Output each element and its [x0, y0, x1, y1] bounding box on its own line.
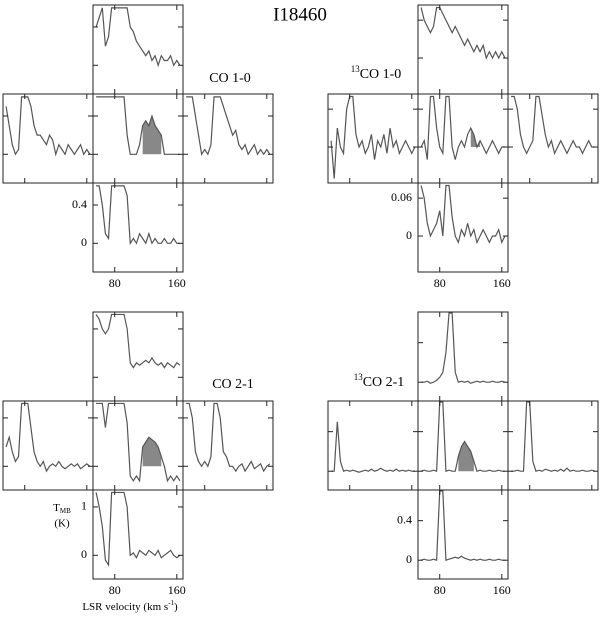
panel: [420, 6, 506, 60]
panel-frame: [92, 4, 184, 95]
y-axis-label: TMB: [53, 502, 71, 515]
panel-frame: [507, 400, 599, 491]
panel: [511, 401, 596, 472]
panel-frame: [417, 182, 509, 273]
spectrum: [420, 184, 506, 245]
spectrum: [5, 96, 91, 157]
panel-frame: [2, 400, 94, 491]
y-tick-label: 1: [81, 499, 87, 513]
panel-frame: [182, 93, 274, 184]
panel: [5, 96, 91, 157]
panel: [96, 402, 181, 483]
panel: [420, 95, 505, 160]
x-label-end: ): [174, 601, 178, 613]
x-label-superscript: -1: [168, 599, 174, 607]
y-tick-label: 0.06: [391, 190, 412, 204]
panel-frame: [327, 93, 419, 184]
spectrum: [95, 7, 181, 68]
spectrum: [5, 402, 91, 473]
spectrum: [420, 95, 505, 160]
y-tick-label: 0: [406, 228, 412, 242]
panel: [331, 421, 415, 473]
panel-title: 13CO 1-0: [351, 64, 402, 82]
spectrum: [96, 185, 180, 246]
panel-frame: [417, 93, 509, 184]
shaded-area: [458, 441, 474, 472]
y-tick-label: 0: [406, 552, 412, 566]
panel-frame: [417, 489, 509, 580]
y-tick-label: 0: [81, 235, 87, 249]
title-superscript: 13: [354, 372, 364, 382]
panel: [186, 96, 271, 156]
panel: [95, 491, 181, 567]
panel-frame: [182, 400, 274, 491]
x-tick-label: 80: [434, 276, 446, 290]
panel: [420, 490, 505, 562]
x-tick-label: 160: [493, 276, 511, 290]
spectrum: [331, 421, 415, 473]
panel: [186, 402, 271, 473]
shaded-area: [142, 116, 162, 155]
spectrum: [96, 402, 181, 483]
spectrum: [421, 312, 506, 384]
x-tick-label: 80: [434, 583, 446, 597]
x-label-text: LSR velocity (km s: [82, 601, 168, 613]
panel: [420, 401, 505, 473]
panel-frame: [92, 93, 184, 184]
panel: [95, 313, 181, 369]
panel-frame: [417, 4, 509, 95]
spectrum: [420, 490, 505, 562]
panel: [511, 95, 595, 156]
x-tick-label: 80: [109, 276, 121, 290]
spectrum: [420, 401, 505, 473]
panel: [5, 402, 91, 473]
spectrum: [95, 313, 181, 369]
panel: [96, 96, 180, 155]
y-tick-label: 0: [81, 547, 87, 561]
spectrum: [96, 96, 180, 155]
y-label-text: T: [53, 502, 60, 514]
panel-frame: [507, 93, 599, 184]
spectrum: [186, 96, 271, 156]
title-text: CO 1-0: [209, 71, 251, 86]
panel: [96, 185, 180, 246]
panel-title: CO 1-0: [209, 71, 251, 86]
spectrum: [330, 95, 416, 179]
spectrum: [511, 401, 596, 472]
y-tick-label: 0.4: [72, 197, 87, 211]
spectrum: [420, 6, 506, 60]
panel-title: 13CO 2-1: [354, 372, 405, 390]
title-text: CO 1-0: [360, 67, 402, 82]
title-text: CO 2-1: [212, 377, 254, 392]
x-tick-label: 160: [493, 583, 511, 597]
shaded-area: [142, 437, 162, 467]
panel-frame: [92, 182, 184, 273]
figure-title: I18460: [273, 4, 327, 25]
panel: [420, 184, 506, 245]
title-superscript: 13: [351, 64, 361, 74]
panel-frame: [327, 400, 419, 491]
y-axis-unit: (K): [54, 518, 70, 530]
panel: [421, 312, 506, 384]
panel-frame: [417, 311, 509, 402]
x-axis-label: LSR velocity (km s-1): [82, 599, 178, 613]
panel: [95, 7, 181, 68]
spectrum: [186, 402, 271, 473]
panel-frame: [92, 311, 184, 402]
panel-title: CO 2-1: [212, 377, 254, 392]
y-tick-label: 0.4: [397, 512, 412, 526]
y-label-subscript: MB: [60, 507, 71, 515]
x-tick-label: 80: [109, 583, 121, 597]
title-text: CO 2-1: [363, 375, 405, 390]
x-tick-label: 160: [168, 276, 186, 290]
panel-frame: [92, 489, 184, 580]
x-tick-label: 160: [168, 583, 186, 597]
spectrum: [511, 95, 595, 156]
panel: [330, 95, 416, 179]
spectrum: [95, 491, 181, 567]
